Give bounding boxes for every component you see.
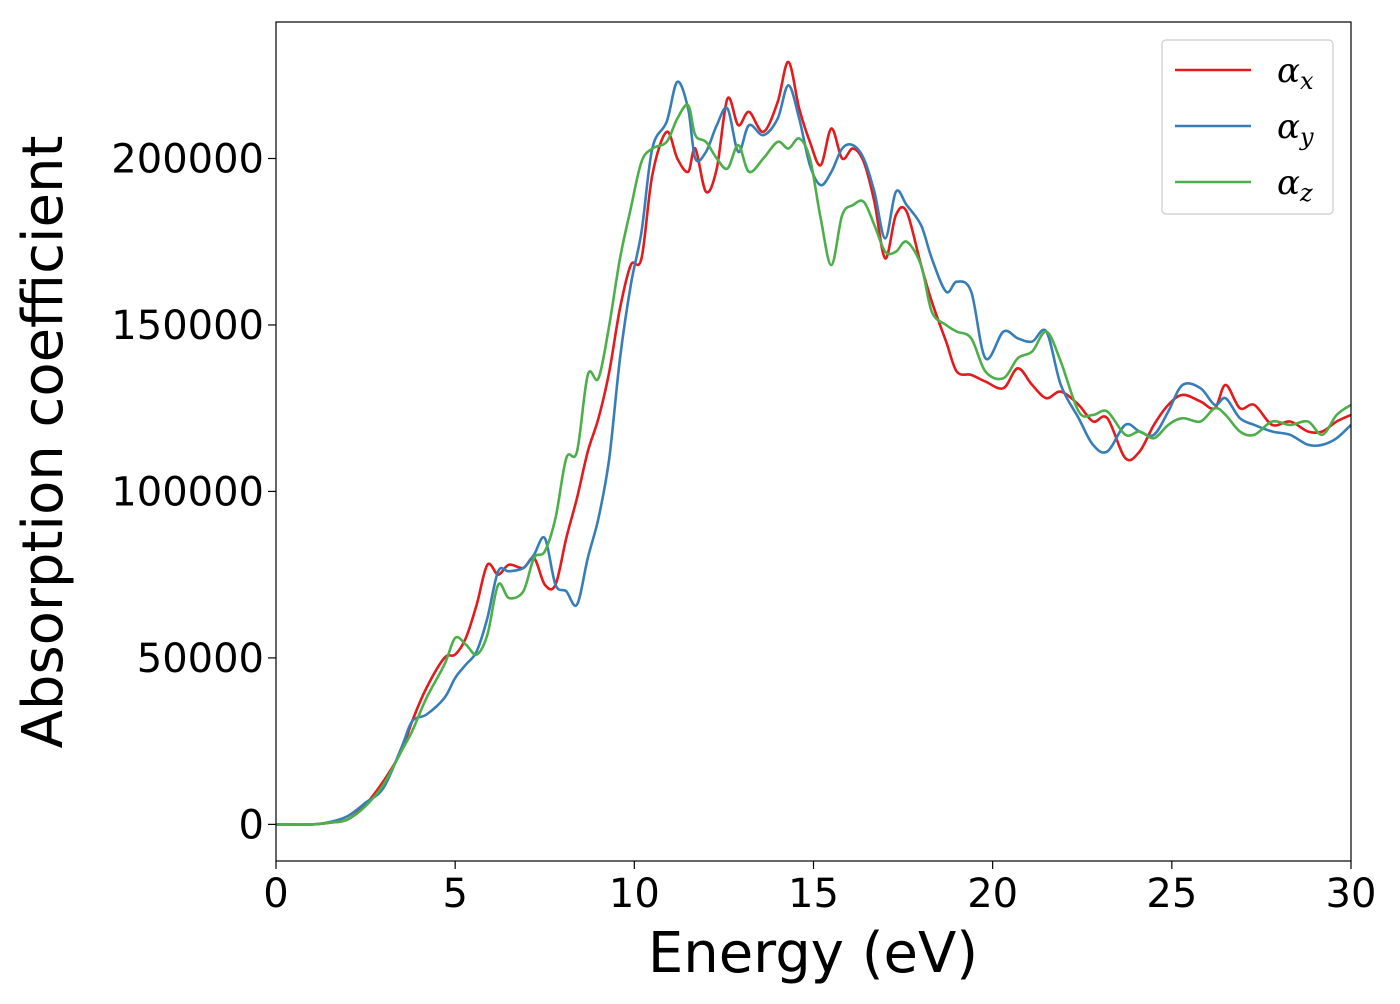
legend-label-z: αz (1277, 163, 1313, 207)
x-tick-label: 30 (1326, 871, 1377, 917)
y-tick-label: 0 (239, 802, 264, 848)
legend-label-y: αy (1277, 107, 1314, 151)
x-axis-title: Energy (eV) (648, 921, 978, 986)
ticks-layer: 0 5 10 15 20 25 30 0 50000 100000 150000 200000 (111, 137, 1376, 917)
x-tick-label: 20 (967, 871, 1018, 917)
legend-label-x: αx (1277, 51, 1314, 95)
y-axis-title: Absorption coefficient (11, 136, 76, 749)
x-tick-label: 0 (263, 871, 288, 917)
x-tick-label: 25 (1146, 871, 1197, 917)
series-layer (276, 60, 1351, 826)
series-line-x (276, 60, 1351, 826)
x-tick-label: 15 (788, 871, 839, 917)
y-tick-label: 150000 (111, 303, 264, 349)
x-tick-label: 5 (442, 871, 467, 917)
legend-entries: αx αy αz (1175, 51, 1314, 207)
legend: αx αy αz (1161, 39, 1334, 215)
y-tick-label: 200000 (111, 137, 264, 183)
y-tick-label: 50000 (137, 636, 264, 682)
x-tick-label: 10 (609, 871, 660, 917)
y-tick-label: 100000 (111, 469, 264, 515)
series-line-z (276, 103, 1351, 826)
